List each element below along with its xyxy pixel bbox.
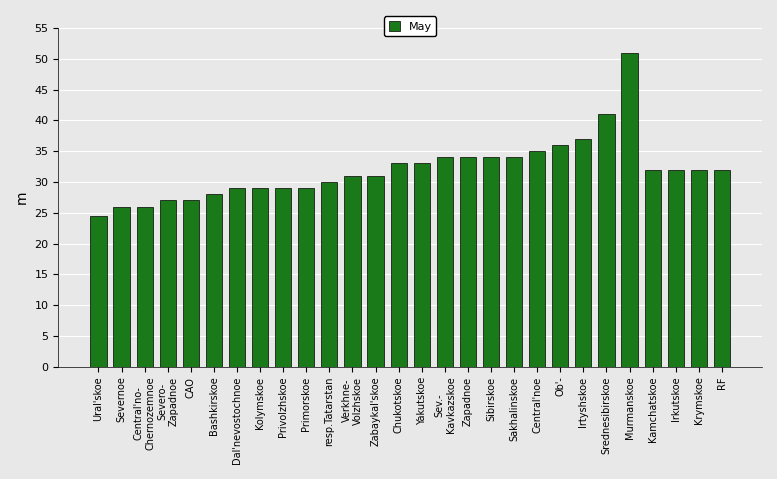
Bar [206,194,222,367]
Bar [483,157,499,367]
Bar [183,201,199,367]
Bar [368,176,384,367]
Legend: May: May [384,16,436,36]
Bar [529,151,545,367]
Bar [391,163,406,367]
Bar [645,170,660,367]
Bar [575,139,591,367]
Bar [691,170,707,367]
Bar [90,216,106,367]
Bar [113,206,130,367]
Bar [252,188,268,367]
Bar [437,157,453,367]
Bar [344,176,361,367]
Bar [229,188,245,367]
Bar [159,201,176,367]
Bar [322,182,337,367]
Bar [714,170,730,367]
Y-axis label: m: m [15,191,29,204]
Bar [275,188,291,367]
Bar [552,145,569,367]
Bar [137,206,153,367]
Bar [413,163,430,367]
Bar [506,157,522,367]
Bar [667,170,684,367]
Bar [298,188,315,367]
Bar [622,53,638,367]
Bar [598,114,615,367]
Bar [460,157,476,367]
